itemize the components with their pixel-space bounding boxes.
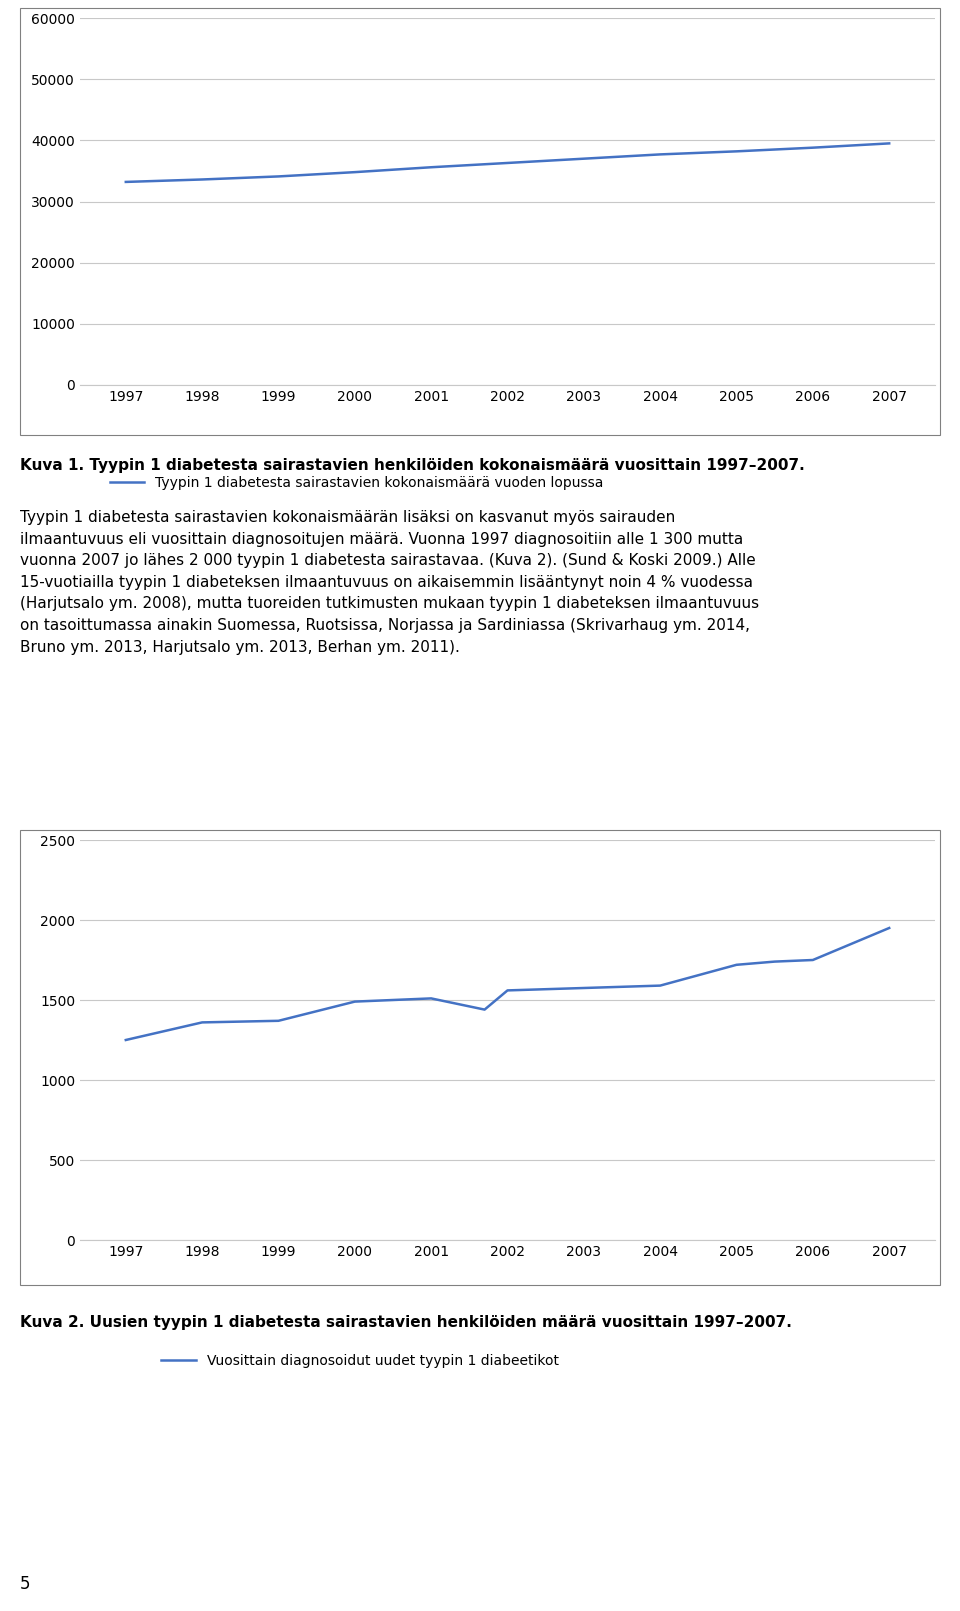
Legend: Vuosittain diagnosoidut uudet tyypin 1 diabeetikot: Vuosittain diagnosoidut uudet tyypin 1 d… [156,1348,564,1373]
Text: Kuva 1. Tyypin 1 diabetesta sairastavien henkilöiden kokonaismäärä vuosittain 19: Kuva 1. Tyypin 1 diabetesta sairastavien… [20,458,804,474]
Text: Tyypin 1 diabetesta sairastavien kokonaismäärän lisäksi on kasvanut myös sairaud: Tyypin 1 diabetesta sairastavien kokonai… [20,511,759,654]
Legend: Tyypin 1 diabetesta sairastavien kokonaismäärä vuoden lopussa: Tyypin 1 diabetesta sairastavien kokonai… [104,470,610,496]
Text: 5: 5 [20,1576,31,1593]
Text: Kuva 2. Uusien tyypin 1 diabetesta sairastavien henkilöiden määrä vuosittain 199: Kuva 2. Uusien tyypin 1 diabetesta saira… [20,1315,792,1331]
